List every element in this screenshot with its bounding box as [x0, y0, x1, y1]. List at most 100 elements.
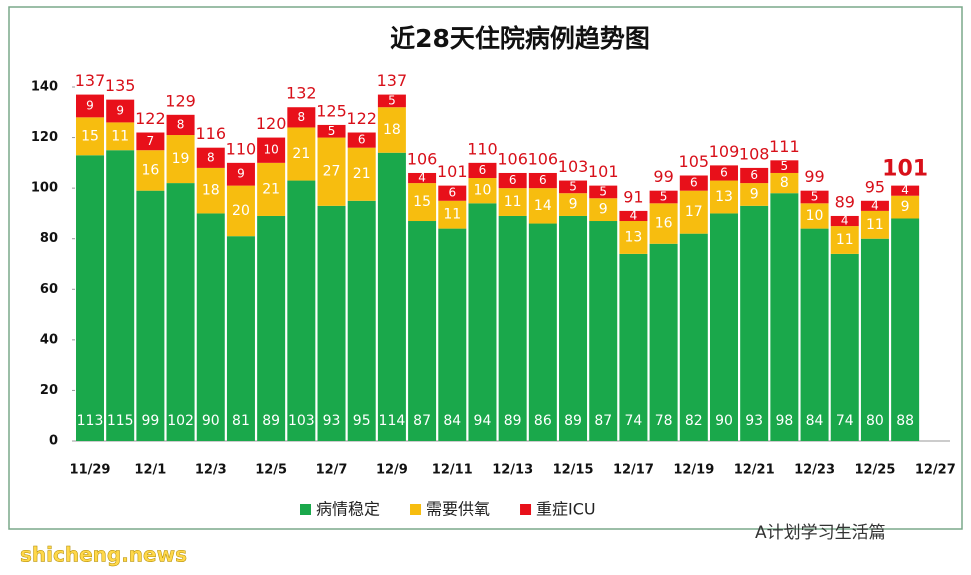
- data-label: 90: [715, 413, 733, 429]
- data-label: 11: [504, 194, 522, 210]
- data-label: 6: [509, 173, 517, 187]
- bar-segment: [317, 205, 346, 441]
- bar-segment: [528, 188, 557, 224]
- data-label: 6: [750, 168, 758, 182]
- total-label: 95: [865, 177, 885, 196]
- legend-label: 重症ICU: [536, 500, 596, 519]
- bar-segment: [709, 180, 738, 214]
- bar-segment: [619, 253, 648, 441]
- bar-segment: [377, 152, 406, 441]
- legend-label: 病情稳定: [316, 500, 380, 519]
- x-tick-label: 11/29: [70, 463, 111, 478]
- bar-segment: [559, 180, 588, 194]
- data-label: 10: [806, 208, 824, 224]
- y-tick-label: 80: [40, 231, 58, 246]
- bar-segment: [196, 213, 225, 441]
- total-label: 137: [75, 71, 106, 90]
- data-label: 21: [353, 166, 371, 182]
- total-label: 120: [256, 114, 287, 133]
- data-label: 16: [141, 162, 159, 178]
- bar-segment: [649, 243, 678, 441]
- bar-segment: [166, 135, 195, 184]
- bar-segment: [347, 200, 376, 441]
- data-label: 80: [866, 413, 884, 429]
- y-tick-label: 120: [31, 130, 58, 145]
- total-label: 116: [195, 124, 226, 143]
- data-label: 8: [207, 150, 215, 164]
- bar-segment: [408, 183, 437, 222]
- bar-segment: [377, 94, 406, 108]
- x-tick-label: 12/21: [734, 463, 775, 478]
- bar-segment: [287, 127, 316, 181]
- bar-segment: [589, 185, 618, 199]
- bar-segment: [649, 190, 678, 204]
- bar-segment: [770, 172, 799, 194]
- data-label: 81: [232, 413, 250, 429]
- x-tick-label: 12/9: [376, 463, 408, 478]
- bar-segment: [76, 155, 104, 441]
- x-tick-label: 12/17: [613, 463, 654, 478]
- data-label: 89: [564, 413, 582, 429]
- x-tick-label: 12/11: [432, 463, 473, 478]
- total-label: 106: [497, 149, 528, 168]
- data-label: 11: [111, 128, 129, 144]
- data-label: 93: [745, 413, 763, 429]
- bar-segment: [76, 94, 104, 118]
- bar-segment: [559, 193, 588, 216]
- data-label: 5: [599, 184, 607, 198]
- total-label: 129: [165, 91, 196, 110]
- total-label: 135: [105, 76, 136, 95]
- data-label: 4: [630, 208, 638, 222]
- data-label: 18: [202, 183, 220, 199]
- data-label: 87: [413, 413, 431, 429]
- data-label: 9: [86, 98, 94, 112]
- bar-segment: [891, 218, 920, 441]
- watermark: shicheng.news: [20, 543, 187, 567]
- data-label: 6: [479, 163, 487, 177]
- bar-segment: [287, 107, 316, 128]
- bar-segment: [860, 210, 889, 239]
- bar-segment: [800, 190, 829, 204]
- chart-title: 近28天住院病例趋势图: [390, 24, 650, 53]
- data-label: 93: [323, 413, 341, 429]
- data-label: 20: [232, 203, 250, 219]
- bar-segment: [196, 147, 225, 168]
- y-tick-label: 140: [31, 80, 58, 95]
- total-label: 89: [835, 192, 855, 211]
- bar-segment: [166, 183, 195, 442]
- bar-segment: [257, 215, 286, 441]
- data-label: 95: [353, 413, 371, 429]
- data-label: 89: [504, 413, 522, 429]
- data-label: 6: [690, 176, 698, 190]
- bar-segment: [317, 137, 346, 206]
- bar-segment: [317, 124, 346, 138]
- data-label: 114: [379, 413, 406, 429]
- data-label: 115: [107, 413, 134, 429]
- data-label: 14: [534, 198, 552, 214]
- total-label: 132: [286, 84, 317, 103]
- data-label: 5: [569, 179, 577, 193]
- bar-segment: [438, 200, 467, 229]
- total-label: 110: [467, 139, 498, 158]
- bar-segment: [377, 107, 406, 153]
- total-label: 103: [558, 157, 589, 176]
- bar-segment: [287, 180, 316, 442]
- bar-segment: [468, 203, 497, 441]
- bar-segment: [528, 223, 557, 441]
- data-label: 19: [172, 151, 190, 167]
- bar-segment: [226, 162, 255, 186]
- bar-segment: [619, 221, 648, 254]
- y-tick-label: 100: [31, 181, 58, 196]
- x-tick-label: 12/15: [553, 463, 594, 478]
- data-label: 5: [781, 159, 789, 173]
- data-label: 9: [569, 197, 578, 213]
- total-label: 108: [739, 144, 770, 163]
- bar-segment: [709, 213, 738, 441]
- x-tick-label: 12/25: [854, 463, 895, 478]
- total-label: 111: [769, 137, 800, 156]
- bar-segment: [347, 132, 376, 148]
- data-label: 8: [298, 110, 306, 124]
- bar-segment: [800, 203, 829, 229]
- bar-segment: [770, 160, 799, 173]
- bar-segment: [770, 193, 799, 441]
